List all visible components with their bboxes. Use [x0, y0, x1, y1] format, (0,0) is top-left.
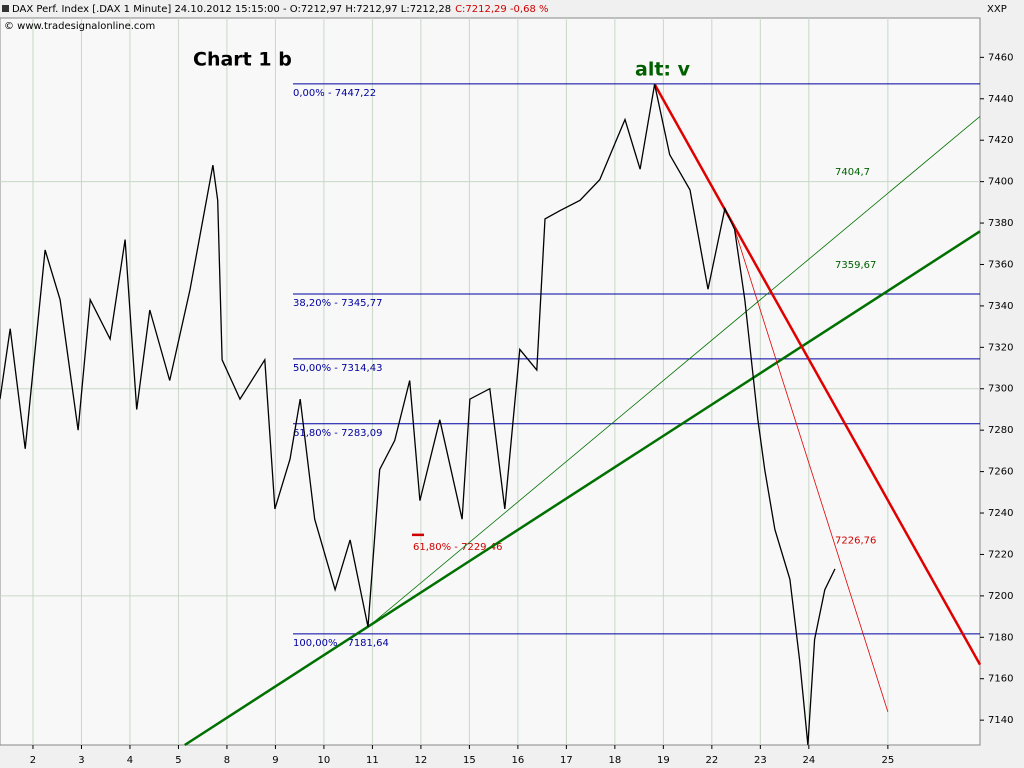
fib-label: 50,00% - 7314,43 — [293, 363, 382, 374]
x-tick-label: 23 — [754, 755, 767, 766]
trend-line — [367, 116, 981, 628]
x-tick-label: 19 — [657, 755, 670, 766]
chart-title: Chart 1 b — [193, 49, 292, 71]
fib-marker-label: 61,80% - 7229,46 — [413, 542, 502, 553]
y-tick-label: 7280 — [988, 425, 1013, 436]
x-tick-label: 17 — [560, 755, 573, 766]
copyright: © www.tradesignalonline.com — [4, 21, 155, 32]
plot: 0,00% - 7447,22 38,20% - 7345,77 50,00% - … — [0, 18, 982, 747]
fib-label: 38,20% - 7345,77 — [293, 298, 382, 309]
trend-label: 7359,67 — [835, 260, 876, 271]
y-tick-label: 7360 — [988, 259, 1013, 270]
x-tick-label: 8 — [224, 755, 230, 766]
trend-label: 7404,7 — [835, 167, 870, 178]
x-tick-label: 18 — [608, 755, 621, 766]
x-tick-label: 10 — [318, 755, 331, 766]
x-tick-label: 22 — [705, 755, 718, 766]
x-tick-label: 2 — [30, 755, 36, 766]
fib-label: 61,80% - 7283,09 — [293, 428, 382, 439]
fib-label: 0,00% - 7447,22 — [293, 88, 376, 99]
price-line — [0, 84, 836, 746]
y-tick-label: 7440 — [988, 94, 1013, 105]
trend-line — [734, 229, 889, 712]
y-tick-label: 7260 — [988, 467, 1013, 478]
trend-line — [653, 83, 982, 666]
trend-line — [184, 230, 981, 747]
y-tick-label: 7160 — [988, 674, 1013, 685]
x-tick-label: 16 — [512, 755, 525, 766]
icon — [2, 5, 9, 12]
x-tick-label: 12 — [415, 755, 428, 766]
y-tick-label: 7180 — [988, 632, 1013, 643]
y-tick-label: 7300 — [988, 384, 1013, 395]
wave-label: alt: v — [635, 59, 691, 81]
x-tick-label: 5 — [175, 755, 181, 766]
y-tick-label: 7460 — [988, 52, 1013, 63]
y-tick-label: 7240 — [988, 508, 1013, 519]
y-tick-label: 7200 — [988, 591, 1013, 602]
axis-label: XXP — [987, 4, 1007, 15]
x-tick-label: 3 — [78, 755, 84, 766]
y-tick-label: 7420 — [988, 135, 1013, 146]
y-tick-label: 7220 — [988, 549, 1013, 560]
y-tick-label: 7320 — [988, 342, 1013, 353]
y-tick-label: 7340 — [988, 301, 1013, 312]
x-tick-label: 15 — [463, 755, 476, 766]
x-tick-label: 24 — [802, 755, 815, 766]
x-tick-label: 4 — [127, 755, 133, 766]
y-tick-label: 7400 — [988, 177, 1013, 188]
header-close: C:7212,29 -0,68 % — [455, 4, 548, 15]
plot-area — [0, 17, 981, 746]
trend-label: 7226,76 — [835, 535, 876, 546]
y-tick-label: 7380 — [988, 218, 1013, 229]
header: DAX Perf. Index [.DAX 1 Minute] 24.10.20… — [12, 4, 451, 15]
y-tick-label: 7140 — [988, 715, 1013, 726]
x-tick-label: 9 — [272, 755, 278, 766]
x-tick-label: 11 — [366, 755, 379, 766]
x-tick-label: 25 — [882, 755, 895, 766]
